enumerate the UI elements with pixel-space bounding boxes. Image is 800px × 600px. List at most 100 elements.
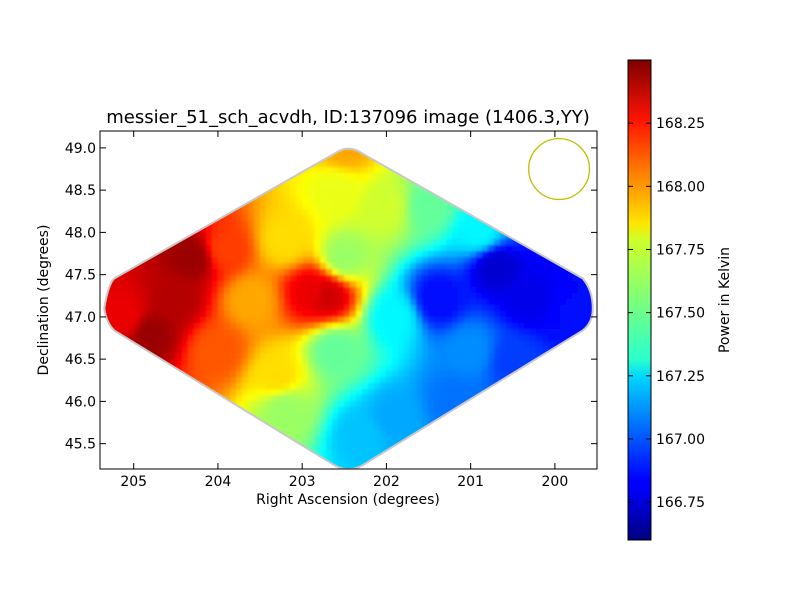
heatmap-cell <box>452 161 459 168</box>
heatmap-cell <box>410 221 417 228</box>
heatmap-cell <box>416 245 423 252</box>
heatmap-cell <box>170 461 177 468</box>
heatmap-cell <box>230 287 237 294</box>
heatmap-cell <box>440 293 447 300</box>
heatmap-cell <box>398 239 405 246</box>
heatmap-cell <box>188 197 195 204</box>
heatmap-cell <box>140 287 147 294</box>
heatmap-cell <box>248 167 255 174</box>
heatmap-cell <box>512 203 519 210</box>
heatmap-cell <box>278 209 285 216</box>
heatmap-cell <box>482 227 489 234</box>
heatmap-cell <box>578 233 585 240</box>
heatmap-cell <box>356 227 363 234</box>
heatmap-cell <box>140 203 147 210</box>
heatmap-cell <box>188 185 195 192</box>
heatmap-cell <box>548 209 555 216</box>
heatmap-cell <box>416 347 423 354</box>
heatmap-cell <box>428 401 435 408</box>
heatmap-cell <box>344 293 351 300</box>
heatmap-cell <box>584 293 591 300</box>
heatmap-cell <box>134 323 141 330</box>
heatmap-cell <box>464 173 471 180</box>
heatmap-cell <box>164 473 171 480</box>
heatmap-cell <box>116 437 123 444</box>
heatmap-cell <box>476 401 483 408</box>
heatmap-cell <box>428 407 435 414</box>
heatmap-cell <box>434 323 441 330</box>
heatmap-cell <box>200 293 207 300</box>
heatmap-cell <box>302 347 309 354</box>
heatmap-cell <box>146 371 153 378</box>
heatmap-cell <box>356 437 363 444</box>
heatmap-cell <box>134 347 141 354</box>
heatmap-cell <box>236 359 243 366</box>
heatmap-cell <box>332 173 339 180</box>
heatmap-cell <box>206 401 213 408</box>
heatmap-cell <box>356 443 363 450</box>
heatmap-cell <box>200 275 207 282</box>
heatmap-cell <box>290 233 297 240</box>
heatmap-cell <box>326 155 333 162</box>
heatmap-cell <box>320 251 327 258</box>
heatmap-cell <box>494 347 501 354</box>
heatmap-cell <box>518 389 525 396</box>
heatmap-cell <box>590 191 593 198</box>
heatmap-cell <box>326 167 333 174</box>
heatmap-cell <box>266 419 273 426</box>
heatmap-cell <box>338 407 345 414</box>
heatmap-cell <box>266 245 273 252</box>
heatmap-cell <box>452 257 459 264</box>
heatmap-cell <box>524 281 531 288</box>
heatmap-cell <box>302 437 309 444</box>
heatmap-cell <box>362 239 369 246</box>
heatmap-cell <box>350 239 357 246</box>
heatmap-cell <box>242 161 249 168</box>
heatmap-cell <box>422 299 429 306</box>
heatmap-cell <box>356 161 363 168</box>
heatmap-cell <box>500 197 507 204</box>
heatmap-cell <box>440 323 447 330</box>
heatmap-cell <box>362 245 369 252</box>
heatmap-cell <box>428 449 435 456</box>
heatmap-cell <box>218 167 225 174</box>
heatmap-cell <box>416 413 423 420</box>
heatmap-cell <box>194 395 201 402</box>
heatmap-cell <box>224 311 231 318</box>
heatmap-cell <box>320 287 327 294</box>
heatmap-cell <box>386 353 393 360</box>
heatmap-cell <box>476 317 483 324</box>
heatmap-cell <box>530 455 537 462</box>
heatmap-cell <box>512 401 519 408</box>
heatmap-cell <box>584 263 591 270</box>
heatmap-cell <box>410 371 417 378</box>
heatmap-cell <box>236 335 243 342</box>
heatmap-cell <box>350 299 357 306</box>
heatmap-cell <box>518 449 525 456</box>
heatmap-cell <box>428 389 435 396</box>
heatmap-cell <box>374 269 381 276</box>
heatmap-cell <box>536 425 543 432</box>
heatmap-cell <box>572 305 579 312</box>
heatmap-cell <box>140 155 147 162</box>
heatmap-cell <box>104 329 111 336</box>
heatmap-cell <box>260 329 267 336</box>
heatmap-cell <box>572 257 579 264</box>
heatmap-cell <box>158 281 165 288</box>
heatmap-cell <box>416 329 423 336</box>
heatmap-cell <box>296 365 303 372</box>
heatmap-cell <box>572 401 579 408</box>
heatmap-cell <box>218 401 225 408</box>
heatmap-cell <box>404 317 411 324</box>
heatmap-cell <box>332 449 339 456</box>
heatmap-cell <box>134 233 141 240</box>
heatmap-cell <box>194 383 201 390</box>
heatmap-cell <box>332 263 339 270</box>
heatmap-cell <box>380 353 387 360</box>
heatmap-cell <box>356 305 363 312</box>
y-axis: 45.546.046.547.047.548.048.549.0 <box>65 141 597 453</box>
heatmap-cell <box>386 179 393 186</box>
heatmap-cell <box>188 341 195 348</box>
heatmap-cell <box>278 353 285 360</box>
heatmap-cell <box>338 281 345 288</box>
